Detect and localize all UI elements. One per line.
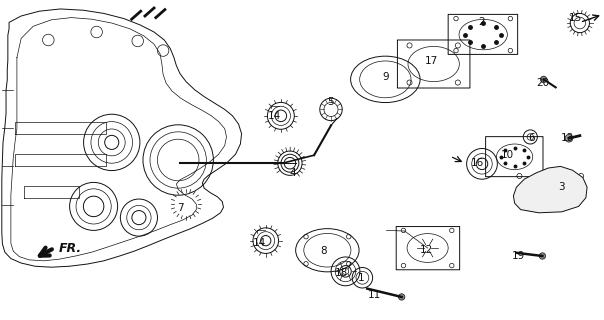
Text: 14: 14 xyxy=(253,238,266,248)
Circle shape xyxy=(541,76,547,83)
Text: 7: 7 xyxy=(177,203,183,213)
Circle shape xyxy=(539,253,545,259)
Text: 9: 9 xyxy=(382,72,388,82)
Text: 18: 18 xyxy=(335,268,348,278)
Text: 10: 10 xyxy=(501,150,514,160)
Text: 14: 14 xyxy=(268,111,281,121)
Text: 11: 11 xyxy=(368,290,381,300)
Text: 16: 16 xyxy=(471,158,484,168)
Circle shape xyxy=(399,294,405,300)
Text: 17: 17 xyxy=(425,56,439,66)
Text: 4: 4 xyxy=(289,168,295,178)
Text: 8: 8 xyxy=(320,246,326,256)
Text: 2: 2 xyxy=(479,17,485,28)
Text: 6: 6 xyxy=(528,132,535,143)
Text: FR.: FR. xyxy=(59,243,82,255)
Text: 5: 5 xyxy=(328,97,334,108)
Text: 19: 19 xyxy=(512,251,525,261)
Text: 13: 13 xyxy=(561,133,574,143)
Text: 1: 1 xyxy=(358,273,364,284)
Circle shape xyxy=(565,134,573,142)
Text: 12: 12 xyxy=(420,245,433,255)
Polygon shape xyxy=(513,166,587,213)
Text: 20: 20 xyxy=(536,77,549,88)
Text: 15: 15 xyxy=(568,12,582,23)
Polygon shape xyxy=(2,9,242,267)
Text: 3: 3 xyxy=(559,182,565,192)
